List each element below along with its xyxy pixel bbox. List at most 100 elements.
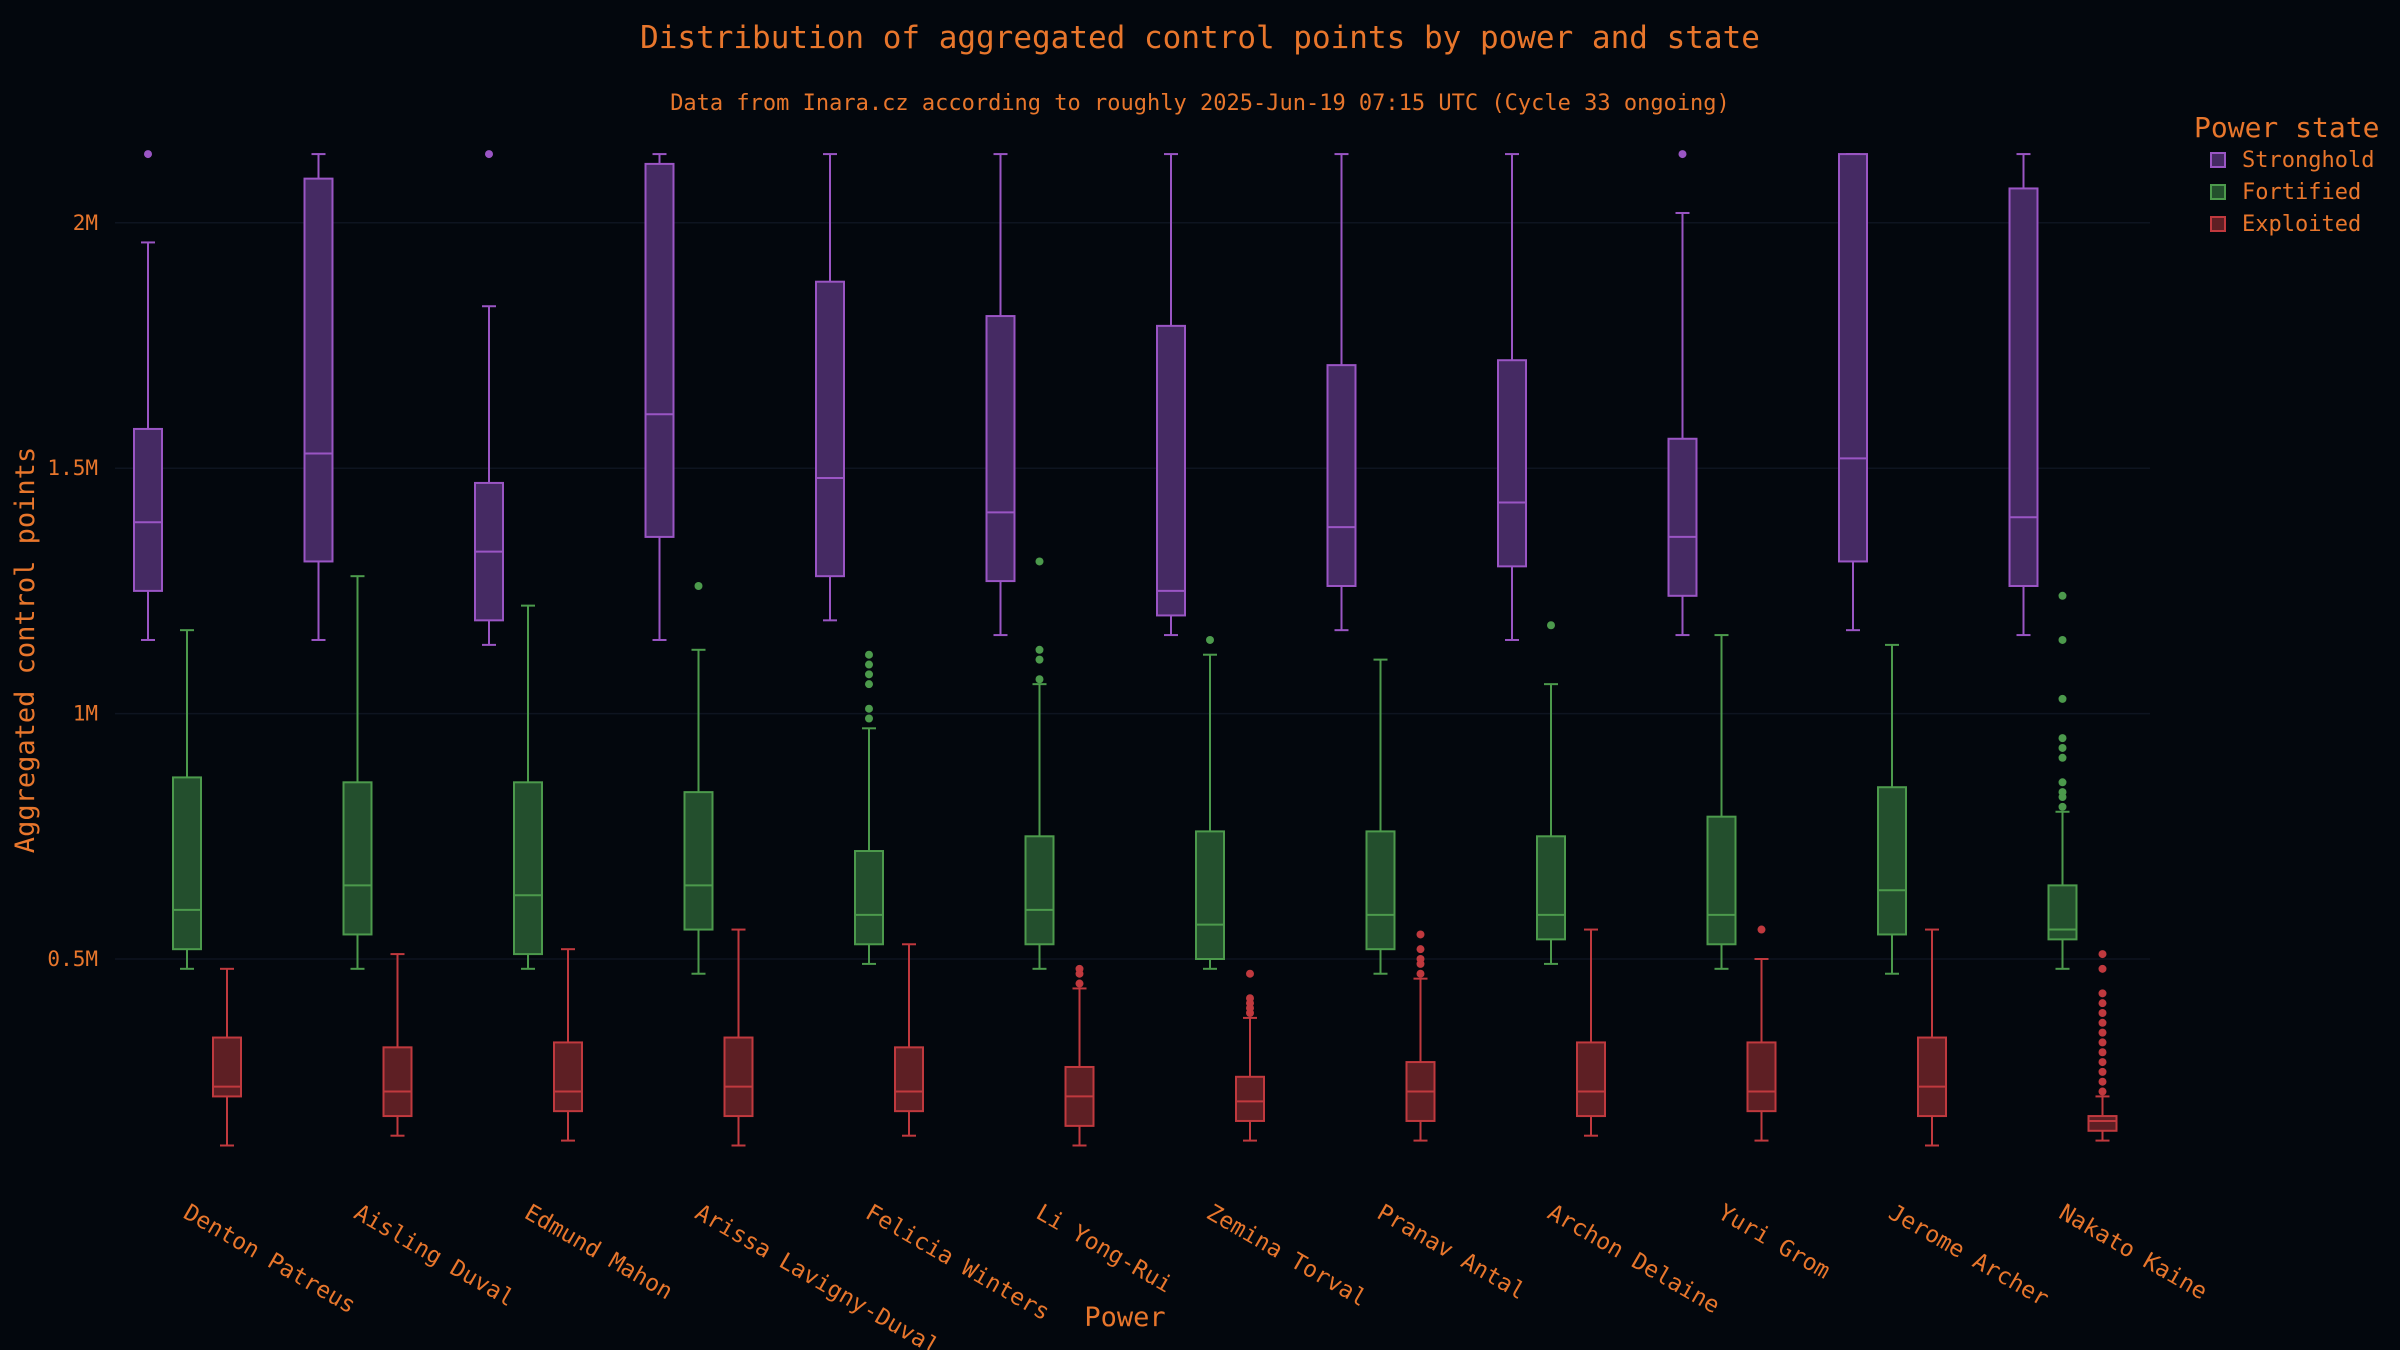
outlier-point [1416,955,1425,963]
box-stronghold-edmund-mahon [474,150,504,646]
box-iqr [1746,1041,1777,1113]
outlier-point [865,704,873,713]
legend: Power state Stronghold Fortified Exploited [2194,111,2379,237]
box-fortified-zemina-torval [1195,635,1225,970]
outlier-point [2098,964,2107,973]
box-stronghold-denton-patreus [133,150,163,641]
legend-label: Fortified [2242,180,2361,205]
box-iqr [815,280,845,578]
outlier-point [2098,1038,2107,1047]
box-fortified-li-yong-rui [1024,557,1055,970]
outlier-point [865,680,873,689]
box-iqr [2008,187,2039,587]
box-iqr [2047,884,2078,941]
box-stronghold-yuri-grom [1667,150,1698,637]
box-fortified-edmund-mahon [513,604,543,970]
legend-items: Stronghold Fortified Exploited [2210,148,2374,237]
outlier-point [1035,675,1044,684]
outlier-point [1246,994,1254,1003]
chart-title: Distribution of aggregated control point… [640,20,1760,56]
box-exploited-jerome-archer [1917,928,1947,1147]
box-exploited-arissa-lavigny-duval [723,928,754,1147]
box-stronghold-felicia-winters [815,153,845,622]
outlier-point [1547,621,1555,630]
outlier-point [2098,1028,2107,1037]
outlier-point [2098,999,2107,1008]
box-fortified-archon-delaine [1536,621,1566,965]
outlier-point [2058,743,2067,752]
box-iqr [1576,1041,1606,1118]
outlier-point [2058,591,2067,600]
box-fortified-aisling-duval [342,575,373,970]
box-fortified-pranav-antal [1365,658,1396,975]
series-fortified [172,557,2078,975]
box-stronghold-arissa-lavigny-duval [644,153,675,641]
box-stronghold-zemina-torval [1156,153,1186,637]
outlier-point [2058,778,2067,787]
series-stronghold [133,150,2039,646]
outlier-point [2098,1008,2107,1017]
box-iqr [1195,830,1225,961]
box-exploited-archon-delaine [1576,928,1606,1137]
x-axis-title: Power [1084,1302,1165,1333]
outlier-point [144,150,152,159]
outlier-point [1206,635,1214,644]
outlier-point [694,581,703,590]
box-series [133,150,2118,1147]
box-stronghold-li-yong-rui [985,153,1016,637]
box-iqr [553,1041,583,1113]
y-axis-title: Aggregated control points [10,447,41,853]
box-exploited-yuri-grom [1746,925,1777,1142]
outlier-point [1075,979,1084,988]
box-iqr [1326,364,1357,587]
box-exploited-pranav-antal [1405,930,1436,1142]
box-exploited-li-yong-rui [1064,964,1095,1147]
legend-swatch [2210,216,2226,232]
gridlines [115,222,2150,960]
box-iqr [1024,835,1055,946]
box-iqr [513,781,543,956]
legend-swatch [2210,152,2226,168]
box-iqr [854,850,884,946]
box-stronghold-nakato-kaine [2008,153,2039,637]
outlier-point [1035,655,1044,664]
box-iqr [894,1046,924,1113]
outlier-point [1416,969,1425,978]
box-iqr [382,1046,413,1118]
outlier-point [865,650,873,659]
outlier-point [2098,989,2107,998]
box-iqr [172,776,202,951]
outlier-point [2058,734,2067,743]
y-axis-ticks: 0.5M 1M 1.5M 2M [47,211,98,971]
box-stronghold-aisling-duval [303,153,334,641]
outlier-point [2098,1077,2107,1086]
legend-label: Exploited [2242,212,2361,237]
box-exploited-denton-patreus [212,967,242,1147]
legend-swatch [2210,184,2226,200]
y-tick-label: 0.5M [47,947,98,971]
outlier-point [1035,557,1044,566]
box-iqr [985,315,1016,583]
box-fortified-arissa-lavigny-duval [683,581,714,975]
legend-item-stronghold: Stronghold [2210,148,2374,173]
outlier-point [2098,1048,2107,1057]
outlier-point [2098,1087,2107,1096]
outlier-point [865,660,873,669]
box-iqr [1235,1075,1265,1122]
outlier-point [865,714,873,723]
box-fortified-denton-patreus [172,629,202,970]
box-fortified-yuri-grom [1706,634,1737,970]
box-iqr [683,791,714,931]
outlier-point [1757,925,1766,934]
box-fortified-nakato-kaine [2047,591,2078,970]
box-exploited-nakato-kaine [2087,950,2118,1142]
legend-item-exploited: Exploited [2210,212,2361,237]
y-tick-label: 2M [73,211,98,235]
outlier-point [2098,950,2107,959]
legend-item-fortified: Fortified [2210,180,2361,205]
box-iqr [342,781,373,936]
box-iqr [1706,815,1737,946]
box-stronghold-pranav-antal [1326,153,1357,632]
outlier-point [1246,969,1254,978]
